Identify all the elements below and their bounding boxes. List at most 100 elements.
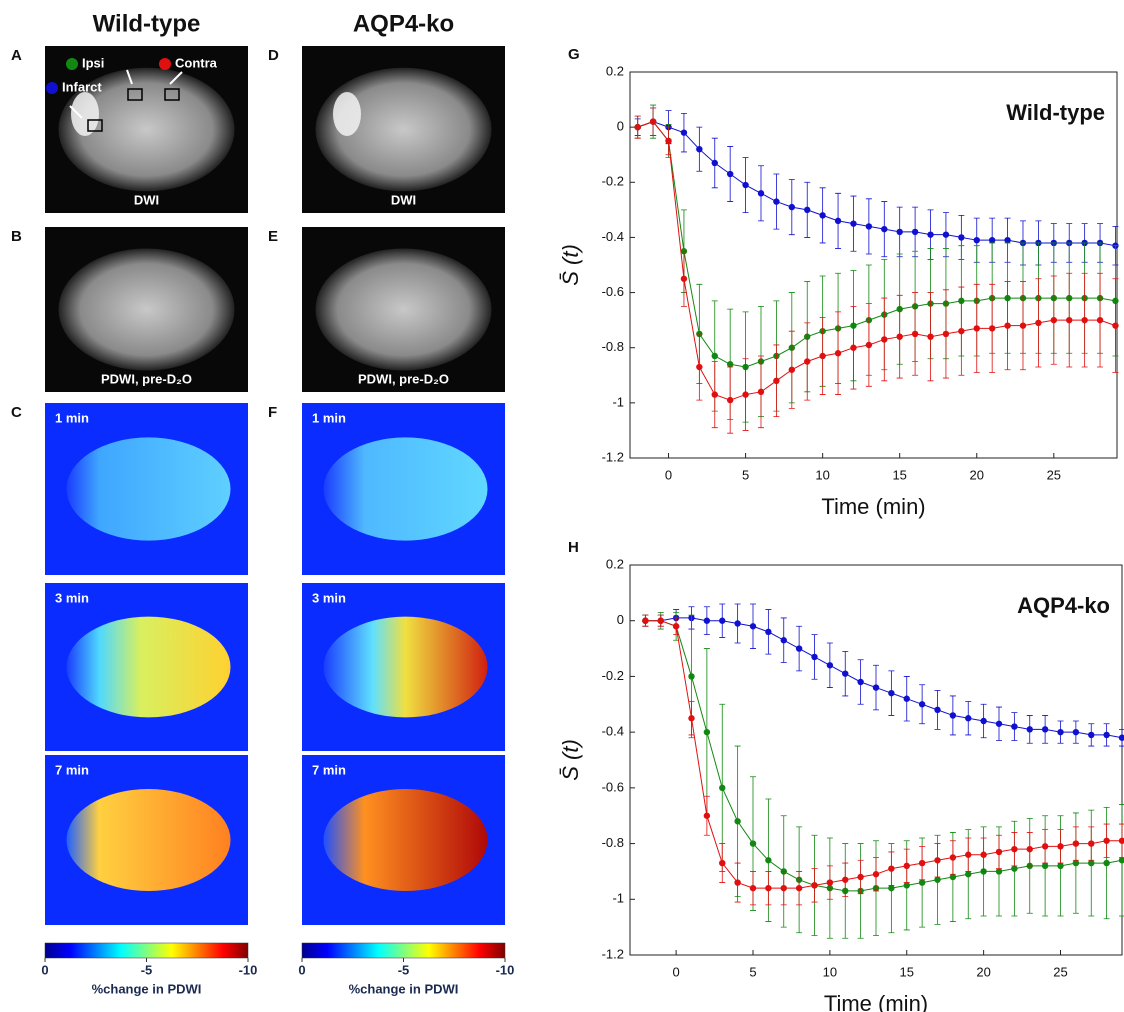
data-point [911, 330, 919, 338]
data-point [1011, 845, 1018, 853]
data-point [1103, 859, 1110, 867]
data-point [804, 358, 811, 365]
y-tick-label: -0.6 [602, 779, 624, 794]
plot-frame [629, 71, 1118, 459]
colorbar-tick-label: -10 [496, 962, 515, 977]
data-point [965, 871, 972, 878]
colorbar-tick-label: -10 [239, 962, 258, 977]
data-point [995, 720, 1003, 727]
legend-marker [159, 58, 171, 70]
colorbar-tick-label: 0 [298, 962, 305, 977]
data-point [896, 228, 903, 236]
chart-title: AQP4-ko [1017, 593, 1110, 618]
data-point [765, 884, 772, 892]
data-point [934, 876, 941, 883]
data-point [703, 617, 711, 624]
data-point [1118, 734, 1124, 741]
panel-letter: B [11, 228, 22, 245]
data-point [726, 170, 734, 178]
data-point [865, 341, 873, 349]
x-tick-label: 25 [1047, 467, 1061, 482]
data-point [1041, 726, 1049, 733]
data-point [857, 678, 864, 686]
roi-box [127, 88, 143, 101]
colorbar-label: %change in PDWI [92, 981, 202, 996]
data-point [995, 868, 1003, 875]
x-tick-label: 25 [1053, 964, 1067, 979]
y-axis-label: S̄ (t) [558, 739, 583, 781]
x-tick-label: 0 [673, 964, 680, 979]
data-point [1081, 316, 1088, 324]
data-point [1057, 843, 1064, 850]
data-point [1088, 840, 1095, 847]
x-axis-label: Time (min) [824, 991, 928, 1012]
data-point [749, 840, 757, 847]
x-tick-label: 10 [815, 467, 829, 482]
data-point [795, 645, 803, 652]
x-tick-label: 5 [742, 467, 749, 482]
data-point [734, 620, 741, 627]
data-point [734, 879, 741, 886]
plot-area [634, 104, 1119, 434]
data-point [1066, 316, 1073, 324]
data-point [811, 653, 818, 661]
x-tick-label: 20 [976, 964, 990, 979]
legend-marker [66, 58, 78, 70]
data-point [988, 325, 996, 332]
time-label: 1 min [312, 410, 346, 425]
data-point [788, 203, 796, 211]
data-point [749, 884, 757, 892]
data-point [857, 873, 864, 881]
y-tick-label: -0.2 [602, 668, 624, 683]
data-point [773, 198, 780, 205]
legend-label: Infarct [62, 79, 102, 94]
map-brain [66, 789, 231, 891]
y-tick-label: -1 [612, 394, 624, 409]
data-point [711, 391, 718, 398]
brain [315, 67, 492, 192]
roi-box [87, 119, 103, 132]
arrow [169, 71, 183, 85]
data-point [896, 333, 903, 340]
y-tick-label: -1.2 [602, 946, 624, 961]
data-point [703, 728, 711, 736]
column-title: Wild-type [93, 10, 201, 37]
data-point [680, 275, 688, 282]
data-point [1118, 837, 1124, 844]
brain [58, 248, 235, 371]
y-tick-label: 0.2 [606, 556, 624, 571]
data-point [773, 377, 780, 384]
data-point [742, 181, 749, 189]
data-point [742, 391, 749, 398]
image-caption: DWI [391, 192, 416, 207]
data-point [665, 137, 672, 145]
data-point [949, 854, 957, 861]
arrow [126, 69, 133, 85]
data-point [888, 865, 895, 872]
data-point [696, 363, 703, 371]
data-point [634, 123, 641, 131]
data-point [795, 884, 803, 892]
panel-letter: A [11, 47, 22, 64]
y-tick-label: -0.4 [602, 724, 624, 739]
data-point [649, 118, 657, 125]
data-point [850, 220, 857, 227]
image-caption: DWI [134, 192, 159, 207]
data-point [780, 637, 787, 644]
brain [58, 67, 235, 192]
data-point [942, 330, 950, 338]
data-point [1088, 859, 1095, 867]
data-point [1026, 726, 1033, 733]
panel-letter: G [568, 46, 580, 63]
data-point [1088, 731, 1095, 739]
legend-label: Contra [175, 55, 218, 70]
image-caption: PDWI, pre-D₂O [101, 371, 192, 386]
y-tick-label: 0.2 [606, 63, 624, 78]
data-point [850, 344, 857, 351]
panel-letter: F [268, 404, 277, 421]
data-point [1072, 859, 1080, 867]
data-point [942, 231, 950, 238]
data-point [1072, 840, 1080, 847]
time-label: 7 min [55, 762, 89, 777]
